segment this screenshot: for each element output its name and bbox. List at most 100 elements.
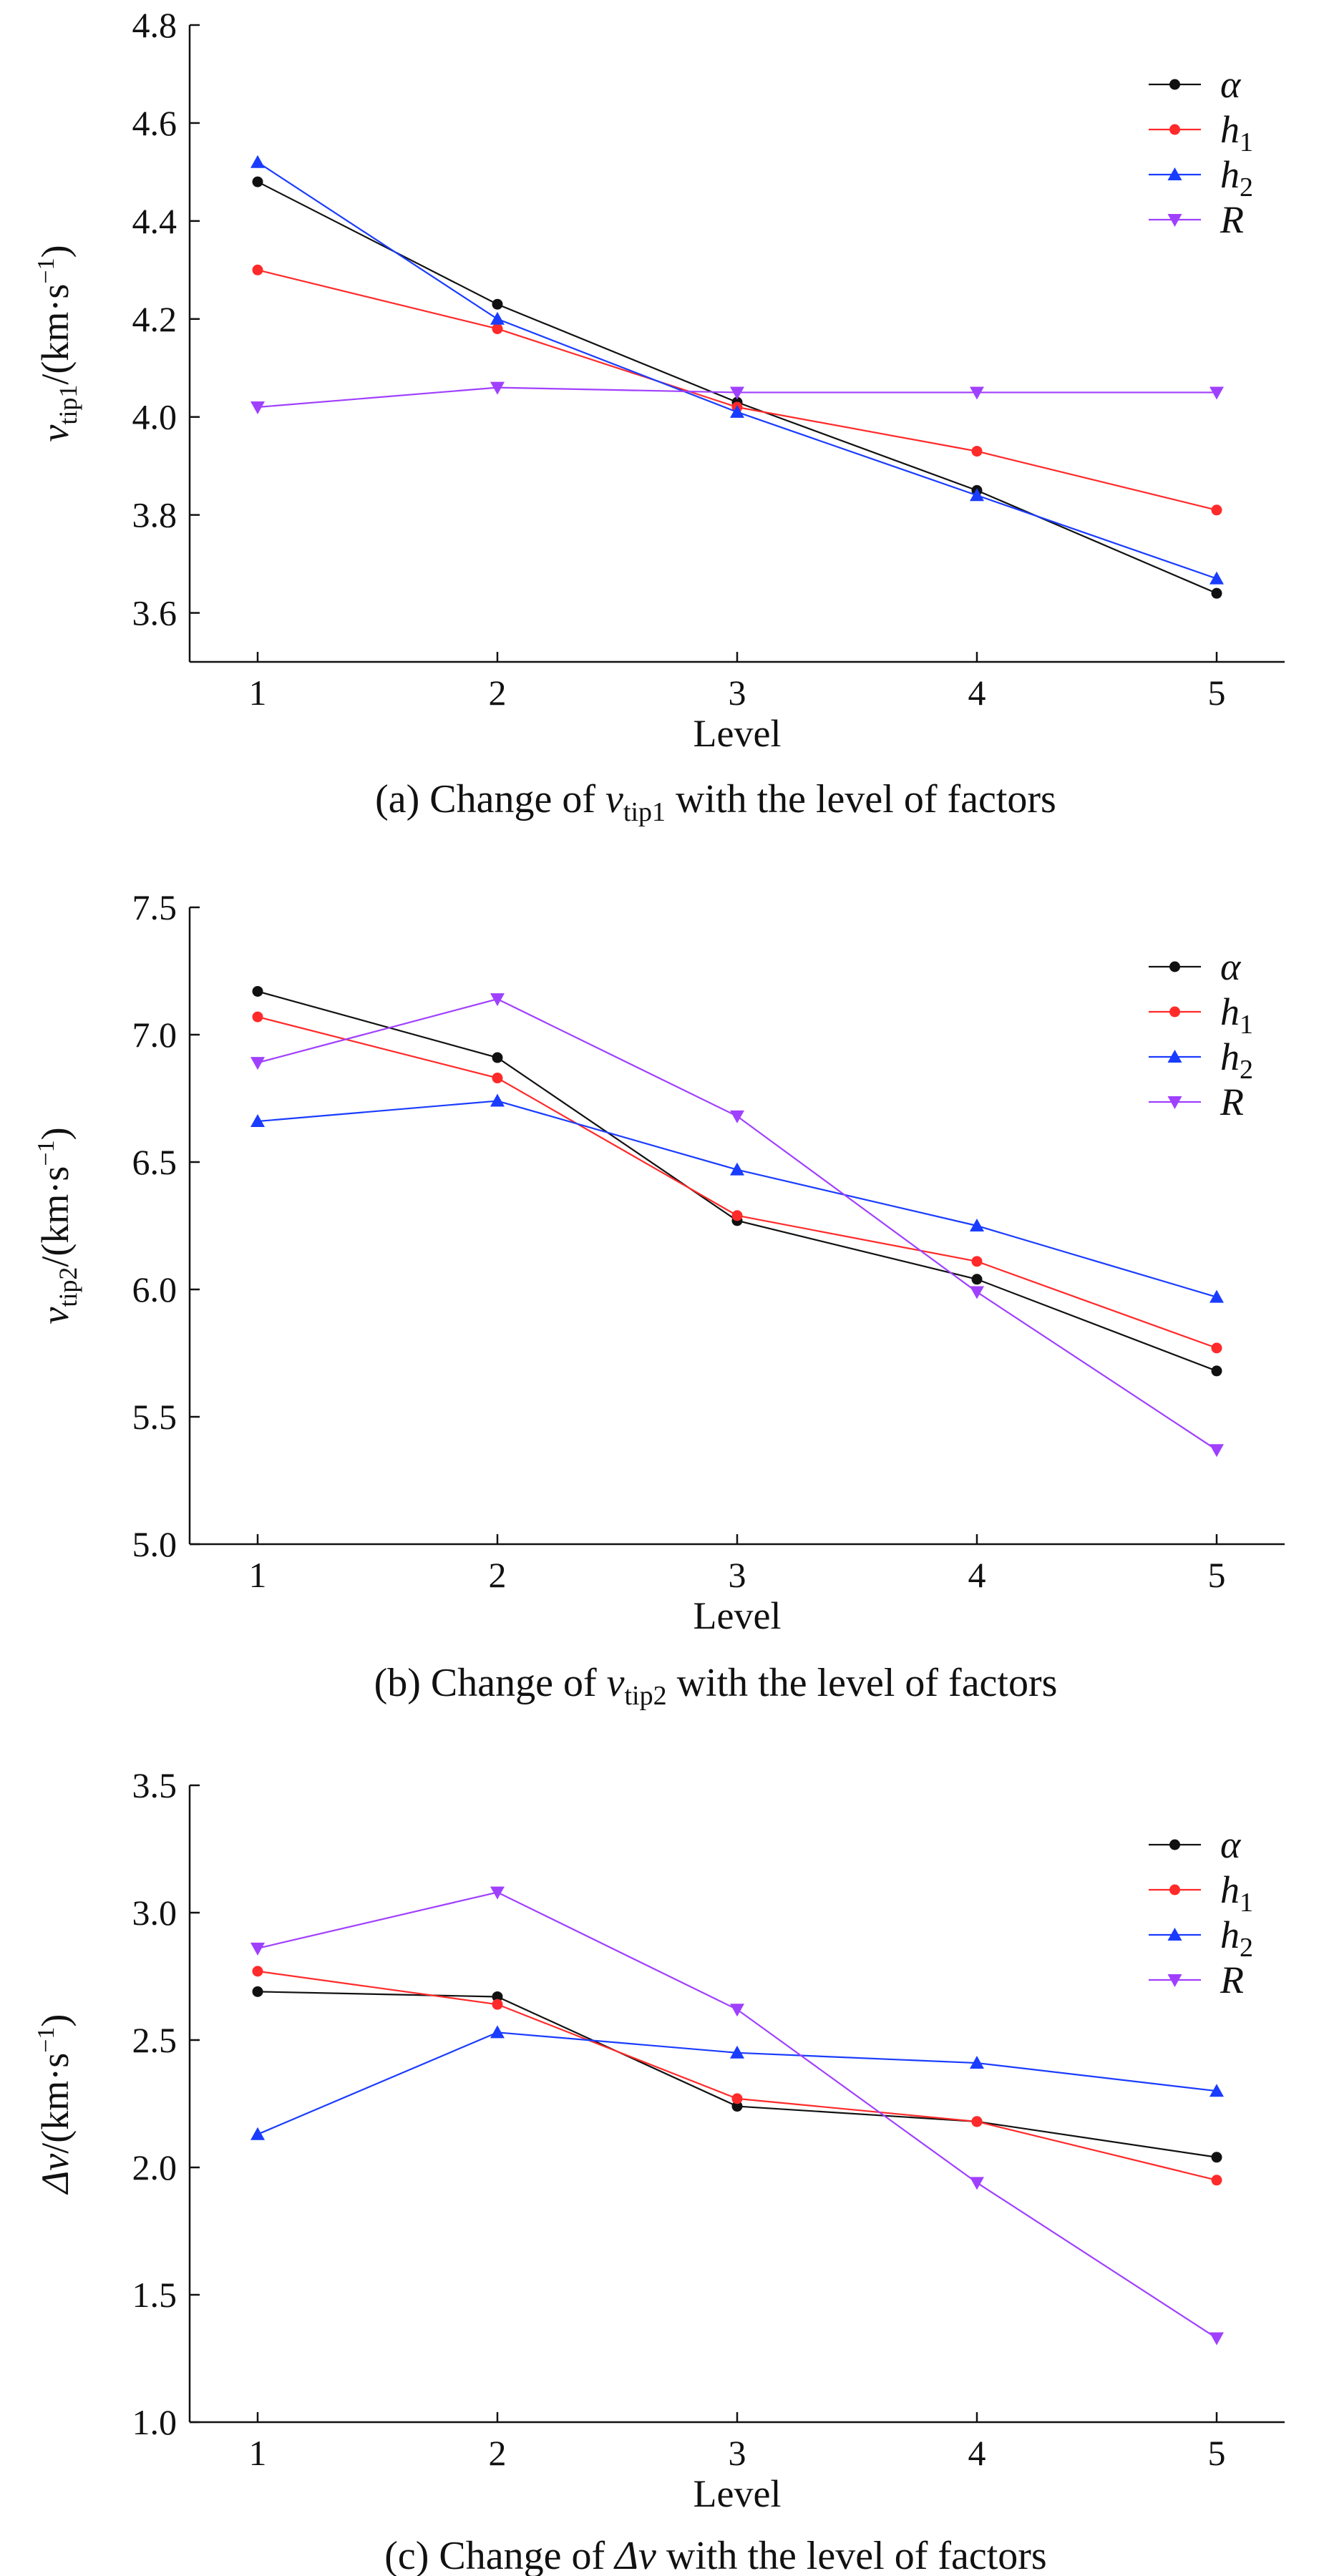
series-h1 [252,1011,1222,1354]
data-point-alpha [1211,587,1222,599]
y-label-unit: /(km·s [34,1166,77,1267]
data-point-h1 [971,446,983,457]
legend-text: h [1220,1035,1240,1078]
x-tick-label: 2 [489,2433,507,2473]
x-tick-label: 1 [249,2433,267,2473]
data-point-h1 [731,1210,743,1221]
data-point-R [730,2004,744,2017]
legend-subscript: 2 [1240,1933,1253,1963]
data-point-h1 [971,2116,983,2127]
data-point-alpha [252,1986,263,1997]
legend-label-alpha: α [1220,63,1242,106]
series-R [250,1886,1224,2346]
legend-subscript: 1 [1240,1888,1253,1918]
data-point-h1 [252,264,263,275]
series-line-alpha [257,990,1217,1372]
caption-subscript: tip2 [624,1681,666,1711]
y-axis-label: Δv/(km·s−1) [33,2014,77,2195]
data-point-R [250,1057,265,1070]
legend-marker-h1 [1169,1884,1180,1896]
x-tick-label: 3 [729,2433,746,2473]
legend-marker-R [1167,1096,1182,1109]
legend-item-alpha: α [1149,1823,1242,1866]
y-tick-label: 4.4 [132,201,177,241]
legend-item-R: R [1149,1080,1244,1123]
data-point-R [1210,1444,1224,1458]
legend-text: α [1220,63,1242,106]
caption-prefix: (b) Change of [374,1661,607,1705]
x-tick-label: 4 [968,2433,986,2473]
y-label-variable: v [34,425,77,442]
data-point-R [490,993,505,1007]
y-label-unit: /(km·s [34,284,77,385]
y-label-superscript: −1 [33,258,59,283]
data-point-alpha [731,2101,743,2112]
legend-label-h2: h2 [1220,1913,1253,1963]
data-point-h2 [970,1219,984,1231]
legend-item-alpha: α [1149,945,1242,988]
legend-marker-h2 [1167,1928,1182,1941]
y-tick-label: 3.0 [132,1893,177,1933]
legend-text: α [1220,945,1242,988]
x-tick-label: 1 [249,1555,267,1595]
series-line-h2 [257,161,1217,580]
y-label-close: ) [34,245,77,258]
x-axis-label: Level [693,2472,782,2515]
data-point-R [970,2177,984,2190]
y-tick-label: 7.5 [132,887,177,927]
data-point-h1 [971,1256,983,1267]
caption-suffix: with the level of factors [656,2534,1047,2576]
x-axis-label: Level [693,712,782,755]
y-tick-label: 6.0 [132,1269,177,1309]
legend-item-h2: h2 [1149,1913,1253,1963]
data-point-h1 [252,1011,263,1023]
data-point-h1 [731,2093,743,2104]
data-point-h2 [970,2056,984,2069]
data-point-alpha [492,1052,503,1063]
legend-text: h [1220,1913,1240,1956]
data-point-R [730,386,744,400]
y-tick-label: 3.8 [132,495,177,535]
legend-text: α [1220,1823,1242,1866]
data-point-h2 [1210,571,1224,585]
chart-panel-3: 1.01.52.02.53.03.51 2 3 4 5LevelΔv/(km·s−1)α… [33,1765,1285,2576]
x-tick-label: 3 [729,1555,746,1595]
y-axis-label: vtip1/(km·s−1) [33,245,82,441]
series-h2 [250,2025,1224,2140]
legend-subscript: 2 [1240,1055,1253,1085]
legend-item-h1: h1 [1149,108,1253,157]
data-point-alpha [971,1274,983,1285]
data-point-R [490,1886,505,1900]
data-point-h1 [1211,504,1222,516]
legend-text: h [1220,153,1240,196]
legend-text: R [1220,1958,1244,2001]
data-point-R [730,1110,744,1123]
data-point-R [1210,2332,1224,2346]
caption-variable: v [607,1661,625,1705]
x-tick-label: 5 [1208,673,1226,713]
y-tick-label: 2.5 [132,2020,177,2060]
legend-label-h2: h2 [1220,153,1253,203]
data-point-h2 [490,311,505,325]
legend-marker-h1 [1169,124,1180,135]
data-point-R [970,386,984,400]
series-R [250,993,1224,1458]
y-tick-label: 3.5 [132,1765,177,1805]
legend-item-h2: h2 [1149,153,1253,203]
figure-caption: (c) Change of Δv with the level of facto… [384,2534,1046,2576]
y-tick-label: 5.0 [132,1524,177,1564]
legend-marker-R [1167,1974,1182,1987]
y-label-variable: v [34,1307,77,1324]
chart-panel-2: 5.05.56.06.57.07.51 2 3 4 5Levelvtip2/(km·s−… [33,887,1285,1711]
data-point-h2 [970,488,984,502]
legend-label-alpha: α [1220,945,1242,988]
data-point-h2 [1210,1289,1224,1303]
legend-marker-alpha [1169,1839,1180,1850]
data-point-h2 [250,155,265,168]
y-label-close: ) [34,1127,77,1140]
y-label-superscript: −1 [33,1140,59,1166]
y-tick-label: 1.0 [132,2402,177,2442]
data-point-h2 [250,1114,265,1128]
